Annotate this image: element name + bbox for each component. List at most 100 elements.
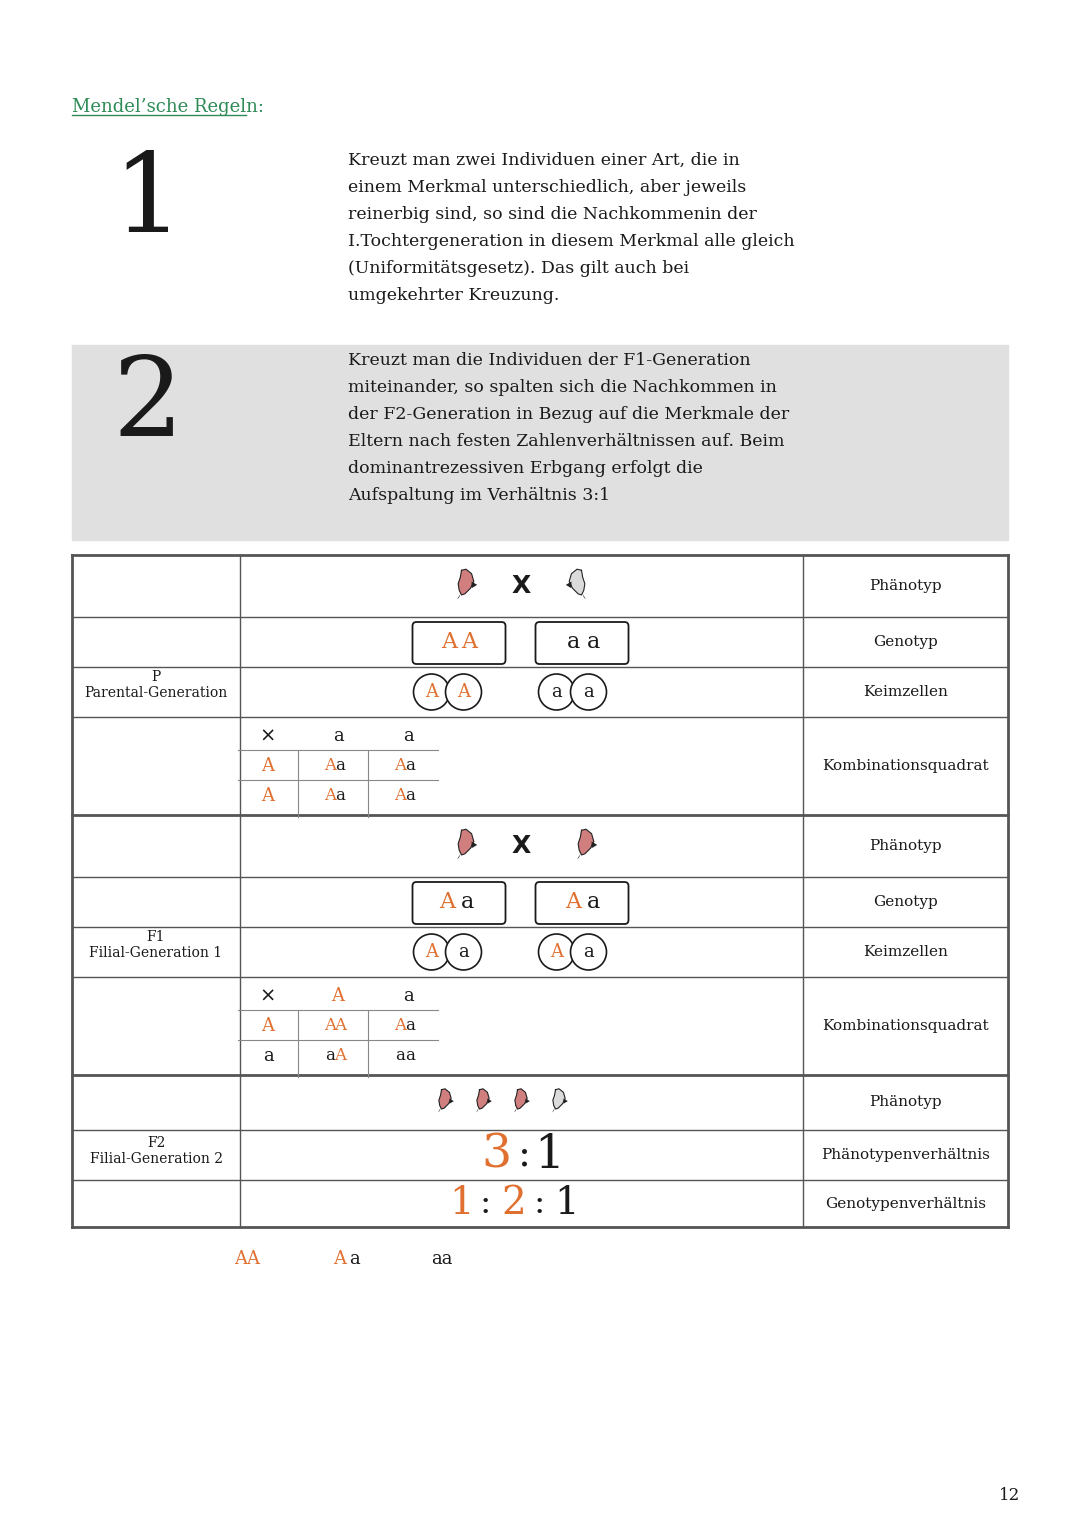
Text: reinerbig sind, so sind die Nachkommenin der: reinerbig sind, so sind die Nachkommenin… — [348, 206, 757, 223]
Text: X: X — [512, 834, 531, 858]
Text: a: a — [403, 986, 414, 1005]
Bar — [72, 345, 1008, 541]
Text: Phänotyp: Phänotyp — [869, 1095, 942, 1109]
Text: Genotyp: Genotyp — [873, 895, 937, 909]
Text: :: : — [480, 1188, 491, 1220]
Text: Kreuzt man zwei Individuen einer Art, die in: Kreuzt man zwei Individuen einer Art, di… — [348, 153, 740, 169]
FancyBboxPatch shape — [413, 883, 505, 924]
Text: a: a — [349, 1251, 360, 1267]
Text: I.Tochtergeneration in diesem Merkmal alle gleich: I.Tochtergeneration in diesem Merkmal al… — [348, 234, 795, 250]
Text: :: : — [534, 1188, 545, 1220]
Text: Aufspaltung im Verhältnis 3:1: Aufspaltung im Verhältnis 3:1 — [348, 487, 610, 504]
Polygon shape — [457, 594, 460, 600]
Text: Genotyp: Genotyp — [873, 635, 937, 649]
Text: a: a — [335, 757, 345, 774]
Text: ×: × — [260, 727, 276, 745]
Text: A: A — [442, 631, 458, 654]
Polygon shape — [449, 1098, 454, 1104]
Text: P
Parental-Generation: P Parental-Generation — [84, 670, 228, 699]
Text: A: A — [394, 1017, 406, 1034]
Polygon shape — [457, 854, 460, 860]
Text: A: A — [261, 757, 274, 776]
Circle shape — [539, 935, 575, 970]
Polygon shape — [564, 1098, 568, 1104]
Circle shape — [446, 673, 482, 710]
Polygon shape — [472, 841, 477, 847]
Text: 1: 1 — [112, 148, 184, 255]
Polygon shape — [566, 582, 571, 588]
Text: a: a — [551, 683, 562, 701]
Polygon shape — [458, 829, 474, 855]
Text: A: A — [550, 944, 563, 960]
Text: 1: 1 — [449, 1185, 474, 1223]
Text: aa: aa — [431, 1251, 453, 1267]
Circle shape — [414, 935, 449, 970]
Text: a: a — [325, 1048, 335, 1064]
Text: a: a — [262, 1048, 273, 1064]
Text: F2
Filial-Generation 2: F2 Filial-Generation 2 — [90, 1136, 222, 1167]
Text: a: a — [461, 890, 474, 913]
Text: Keimzellen: Keimzellen — [863, 945, 948, 959]
Circle shape — [539, 673, 575, 710]
Circle shape — [570, 673, 607, 710]
Text: 2: 2 — [501, 1185, 526, 1223]
Text: Eltern nach festen Zahlenverhältnissen auf. Beim: Eltern nach festen Zahlenverhältnissen a… — [348, 434, 784, 450]
Polygon shape — [577, 854, 580, 860]
Text: a: a — [335, 788, 345, 805]
Text: A: A — [440, 890, 456, 913]
Text: umgekehrter Kreuzung.: umgekehrter Kreuzung. — [348, 287, 559, 304]
Text: :: : — [518, 1136, 531, 1174]
Polygon shape — [552, 1109, 555, 1113]
Text: A: A — [394, 757, 406, 774]
Text: A: A — [461, 631, 477, 654]
Text: A: A — [261, 1017, 274, 1035]
Text: der F2-Generation in Bezug auf die Merkmale der: der F2-Generation in Bezug auf die Merkm… — [348, 406, 789, 423]
Polygon shape — [578, 829, 594, 855]
Polygon shape — [515, 1089, 527, 1109]
Polygon shape — [525, 1098, 530, 1104]
Text: a: a — [405, 1017, 415, 1034]
Text: dominantrezessiven Erbgang erfolgt die: dominantrezessiven Erbgang erfolgt die — [348, 460, 703, 476]
Polygon shape — [592, 841, 597, 847]
Text: 1: 1 — [535, 1133, 565, 1177]
Text: A: A — [324, 1017, 336, 1034]
Circle shape — [414, 673, 449, 710]
Polygon shape — [438, 1109, 441, 1113]
Text: A: A — [566, 890, 581, 913]
Text: 2: 2 — [112, 353, 184, 460]
Text: A: A — [394, 788, 406, 805]
Text: A: A — [261, 786, 274, 805]
FancyBboxPatch shape — [536, 883, 629, 924]
Polygon shape — [514, 1109, 516, 1113]
Text: a: a — [405, 1048, 415, 1064]
Text: A: A — [334, 1017, 346, 1034]
Text: A: A — [324, 757, 336, 774]
Text: a: a — [405, 788, 415, 805]
Text: Phänotypenverhältnis: Phänotypenverhältnis — [821, 1148, 990, 1162]
Text: 12: 12 — [999, 1486, 1021, 1504]
Polygon shape — [553, 1089, 565, 1109]
Text: Kombinationsquadrat: Kombinationsquadrat — [822, 759, 989, 773]
Text: A: A — [332, 986, 345, 1005]
Text: a: a — [583, 683, 594, 701]
Text: Kombinationsquadrat: Kombinationsquadrat — [822, 1019, 989, 1032]
Text: A: A — [426, 683, 438, 701]
Text: A: A — [334, 1251, 347, 1267]
Polygon shape — [582, 594, 586, 600]
Text: A: A — [426, 944, 438, 960]
FancyBboxPatch shape — [413, 621, 505, 664]
Polygon shape — [438, 1089, 451, 1109]
Text: X: X — [512, 574, 531, 599]
Text: a: a — [586, 890, 600, 913]
Polygon shape — [458, 570, 474, 596]
Text: 1: 1 — [554, 1185, 579, 1223]
Text: F1
Filial-Generation 1: F1 Filial-Generation 1 — [90, 930, 222, 960]
Text: a: a — [458, 944, 469, 960]
Polygon shape — [472, 582, 477, 588]
Polygon shape — [477, 1089, 489, 1109]
Polygon shape — [476, 1109, 478, 1113]
Text: Phänotyp: Phänotyp — [869, 838, 942, 854]
Polygon shape — [487, 1098, 491, 1104]
Text: a: a — [583, 944, 594, 960]
Text: a: a — [586, 631, 600, 654]
